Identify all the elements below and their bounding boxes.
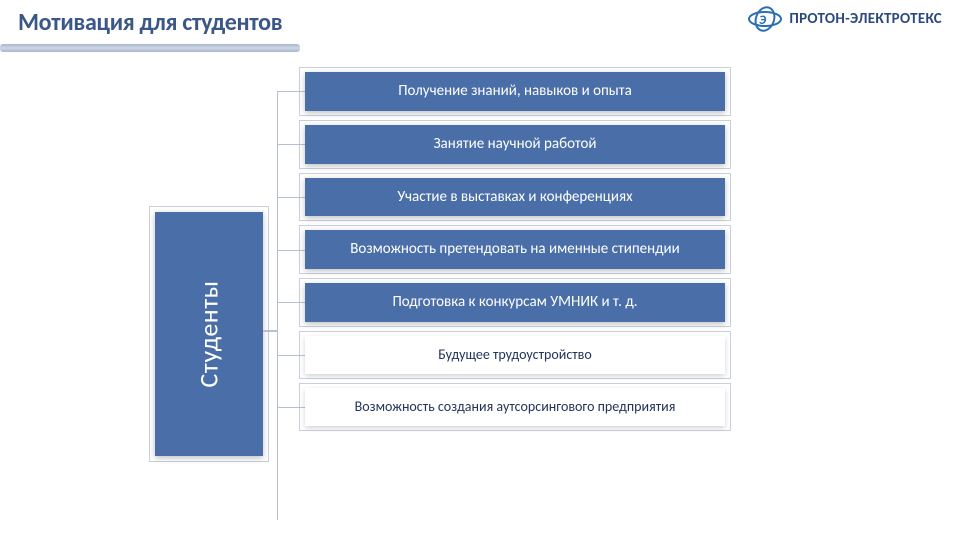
connector-horizontal [277, 91, 305, 92]
item-box: Участие в выставках и конференциях [305, 178, 725, 217]
item-label: Занятие научной работой [433, 135, 596, 154]
connector-vertical [277, 92, 278, 520]
item-label: Получение знаний, навыков и опыта [398, 82, 632, 101]
connector-horizontal [277, 144, 305, 145]
logo: Э ПРОТОН-ЭЛЕКТРОТЕКС [747, 6, 942, 32]
logo-icon: Э [747, 6, 783, 32]
item-row: Подготовка к конкурсам УМНИК и т. д. [305, 283, 725, 322]
item-label: Подготовка к конкурсам УМНИК и т. д. [392, 293, 637, 312]
header-divider [0, 44, 300, 52]
item-label: Возможность претендовать на именные стип… [350, 240, 679, 259]
item-row: Возможность создания аутсорсингового пре… [305, 388, 725, 426]
connector-horizontal [277, 355, 305, 356]
svg-text:Э: Э [759, 13, 767, 28]
logo-text: ПРОТОН-ЭЛЕКТРОТЕКС [789, 10, 942, 28]
item-box: Возможность претендовать на именные стип… [305, 230, 725, 269]
category-connector [263, 330, 277, 332]
item-box: Получение знаний, навыков и опыта [305, 72, 725, 111]
item-box: Подготовка к конкурсам УМНИК и т. д. [305, 283, 725, 322]
items-column: Получение знаний, навыков и опыта Занятие… [305, 72, 725, 440]
item-label: Будущее трудоустройство [438, 346, 592, 364]
page-title: Мотивация для студентов [18, 8, 282, 37]
connector-horizontal [277, 197, 305, 198]
item-label: Возможность создания аутсорсингового пре… [355, 398, 676, 416]
connector-horizontal [277, 407, 305, 408]
item-label: Участие в выставках и конференциях [397, 188, 632, 207]
header: Мотивация для студентов Э ПРОТОН-ЭЛЕКТРО… [0, 0, 960, 50]
category-label: Студенты [193, 280, 225, 387]
item-row: Возможность претендовать на именные стип… [305, 230, 725, 269]
connector-horizontal [277, 302, 305, 303]
item-row: Получение знаний, навыков и опыта [305, 72, 725, 111]
item-row: Будущее трудоустройство [305, 336, 725, 374]
category-box: Студенты [155, 212, 263, 456]
connector-horizontal [277, 250, 305, 251]
motivation-diagram: Студенты Получение знаний, навыков и опы… [155, 72, 735, 530]
item-row: Участие в выставках и конференциях [305, 178, 725, 217]
item-row: Занятие научной работой [305, 125, 725, 164]
item-box: Будущее трудоустройство [305, 336, 725, 374]
item-box: Занятие научной работой [305, 125, 725, 164]
item-box: Возможность создания аутсорсингового пре… [305, 388, 725, 426]
